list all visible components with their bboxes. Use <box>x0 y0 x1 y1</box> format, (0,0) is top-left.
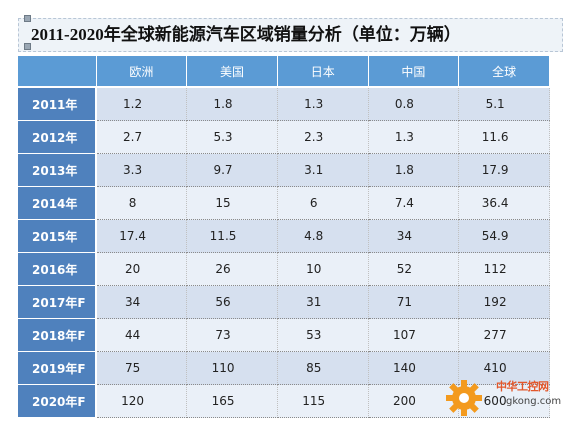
table-row: 2012年 2.7 5.3 2.3 1.3 11.6 <box>18 120 550 154</box>
table-cell: 8 <box>96 186 188 220</box>
table-cell: 1.8 <box>368 153 460 187</box>
table-cell: 165 <box>186 384 278 418</box>
row-year-label: 2012年 <box>18 120 97 154</box>
table-cell: 3.1 <box>277 153 369 187</box>
table-cell: 410 <box>458 351 550 385</box>
table-cell: 15 <box>186 186 278 220</box>
table-cell: 1.3 <box>277 87 369 121</box>
selection-handle[interactable] <box>24 43 31 50</box>
table-cell: 44 <box>96 318 188 352</box>
header-row: 欧洲 美国 日本 中国 全球 <box>18 56 550 88</box>
table-row: 2011年 1.2 1.8 1.3 0.8 5.1 <box>18 87 550 121</box>
table-cell: 26 <box>186 252 278 286</box>
sales-table: 欧洲 美国 日本 中国 全球 2011年 1.2 1.8 1.3 0.8 5.1 2012年… <box>18 56 550 418</box>
table-cell: 6 <box>277 186 369 220</box>
table-cell: 17.9 <box>458 153 550 187</box>
watermark-logo: 中华工控网 gkong.com <box>444 378 578 424</box>
table-cell: 115 <box>277 384 369 418</box>
table-cell: 53 <box>277 318 369 352</box>
table-cell: 140 <box>368 351 460 385</box>
table-cell: 73 <box>186 318 278 352</box>
table-cell: 54.9 <box>458 219 550 253</box>
table-cell: 20 <box>96 252 188 286</box>
header-corner <box>18 56 97 88</box>
column-header: 美国 <box>186 56 278 88</box>
row-year-label: 2020年F <box>18 384 97 418</box>
column-header: 中国 <box>368 56 460 88</box>
table-cell: 52 <box>368 252 460 286</box>
table-cell: 7.4 <box>368 186 460 220</box>
table-row: 2013年 3.3 9.7 3.1 1.8 17.9 <box>18 153 550 187</box>
table-cell: 31 <box>277 285 369 319</box>
table-cell: 36.4 <box>458 186 550 220</box>
table-cell: 2.7 <box>96 120 188 154</box>
column-header: 欧洲 <box>96 56 188 88</box>
table-row: 2014年 8 15 6 7.4 36.4 <box>18 186 550 220</box>
row-year-label: 2016年 <box>18 252 97 286</box>
table-cell: 1.8 <box>186 87 278 121</box>
selection-handle[interactable] <box>24 15 31 22</box>
row-year-label: 2014年 <box>18 186 97 220</box>
table-cell: 107 <box>368 318 460 352</box>
table-cell: 17.4 <box>96 219 188 253</box>
table-cell: 120 <box>96 384 188 418</box>
table-row: 2017年F 34 56 31 71 192 <box>18 285 550 319</box>
table-row: 2018年F 44 73 53 107 277 <box>18 318 550 352</box>
row-year-label: 2013年 <box>18 153 97 187</box>
row-year-label: 2018年F <box>18 318 97 352</box>
table-cell: 1.3 <box>368 120 460 154</box>
table-row: 2015年 17.4 11.5 4.8 34 54.9 <box>18 219 550 253</box>
table-cell: 2.3 <box>277 120 369 154</box>
table-cell: 0.8 <box>368 87 460 121</box>
gear-icon <box>446 380 482 416</box>
table-cell: 112 <box>458 252 550 286</box>
table-cell: 11.6 <box>458 120 550 154</box>
table-cell: 1.2 <box>96 87 188 121</box>
table-cell: 9.7 <box>186 153 278 187</box>
row-year-label: 2015年 <box>18 219 97 253</box>
column-header: 全球 <box>458 56 550 88</box>
row-year-label: 2011年 <box>18 87 97 121</box>
table-cell: 11.5 <box>186 219 278 253</box>
table-cell: 71 <box>368 285 460 319</box>
table-cell: 4.8 <box>277 219 369 253</box>
table-cell: 5.3 <box>186 120 278 154</box>
table-cell: 277 <box>458 318 550 352</box>
watermark-title: 中华工控网 <box>496 380 549 393</box>
table-cell: 56 <box>186 285 278 319</box>
table-cell: 5.1 <box>458 87 550 121</box>
table-cell: 34 <box>368 219 460 253</box>
table-cell: 85 <box>277 351 369 385</box>
table-cell: 10 <box>277 252 369 286</box>
table-cell: 3.3 <box>96 153 188 187</box>
table-cell: 200 <box>368 384 460 418</box>
table-cell: 192 <box>458 285 550 319</box>
watermark-url: gkong.com <box>506 396 562 407</box>
row-year-label: 2017年F <box>18 285 97 319</box>
row-year-label: 2019年F <box>18 351 97 385</box>
table-cell: 75 <box>96 351 188 385</box>
table-row: 2019年F 75 110 85 140 410 <box>18 351 550 385</box>
table-title: 2011-2020年全球新能源汽车区域销量分析（单位：万辆） <box>18 18 563 52</box>
column-header: 日本 <box>277 56 369 88</box>
table-row: 2016年 20 26 10 52 112 <box>18 252 550 286</box>
table-cell: 34 <box>96 285 188 319</box>
table-row: 2020年F 120 165 115 200 600 <box>18 384 550 418</box>
table-cell: 110 <box>186 351 278 385</box>
